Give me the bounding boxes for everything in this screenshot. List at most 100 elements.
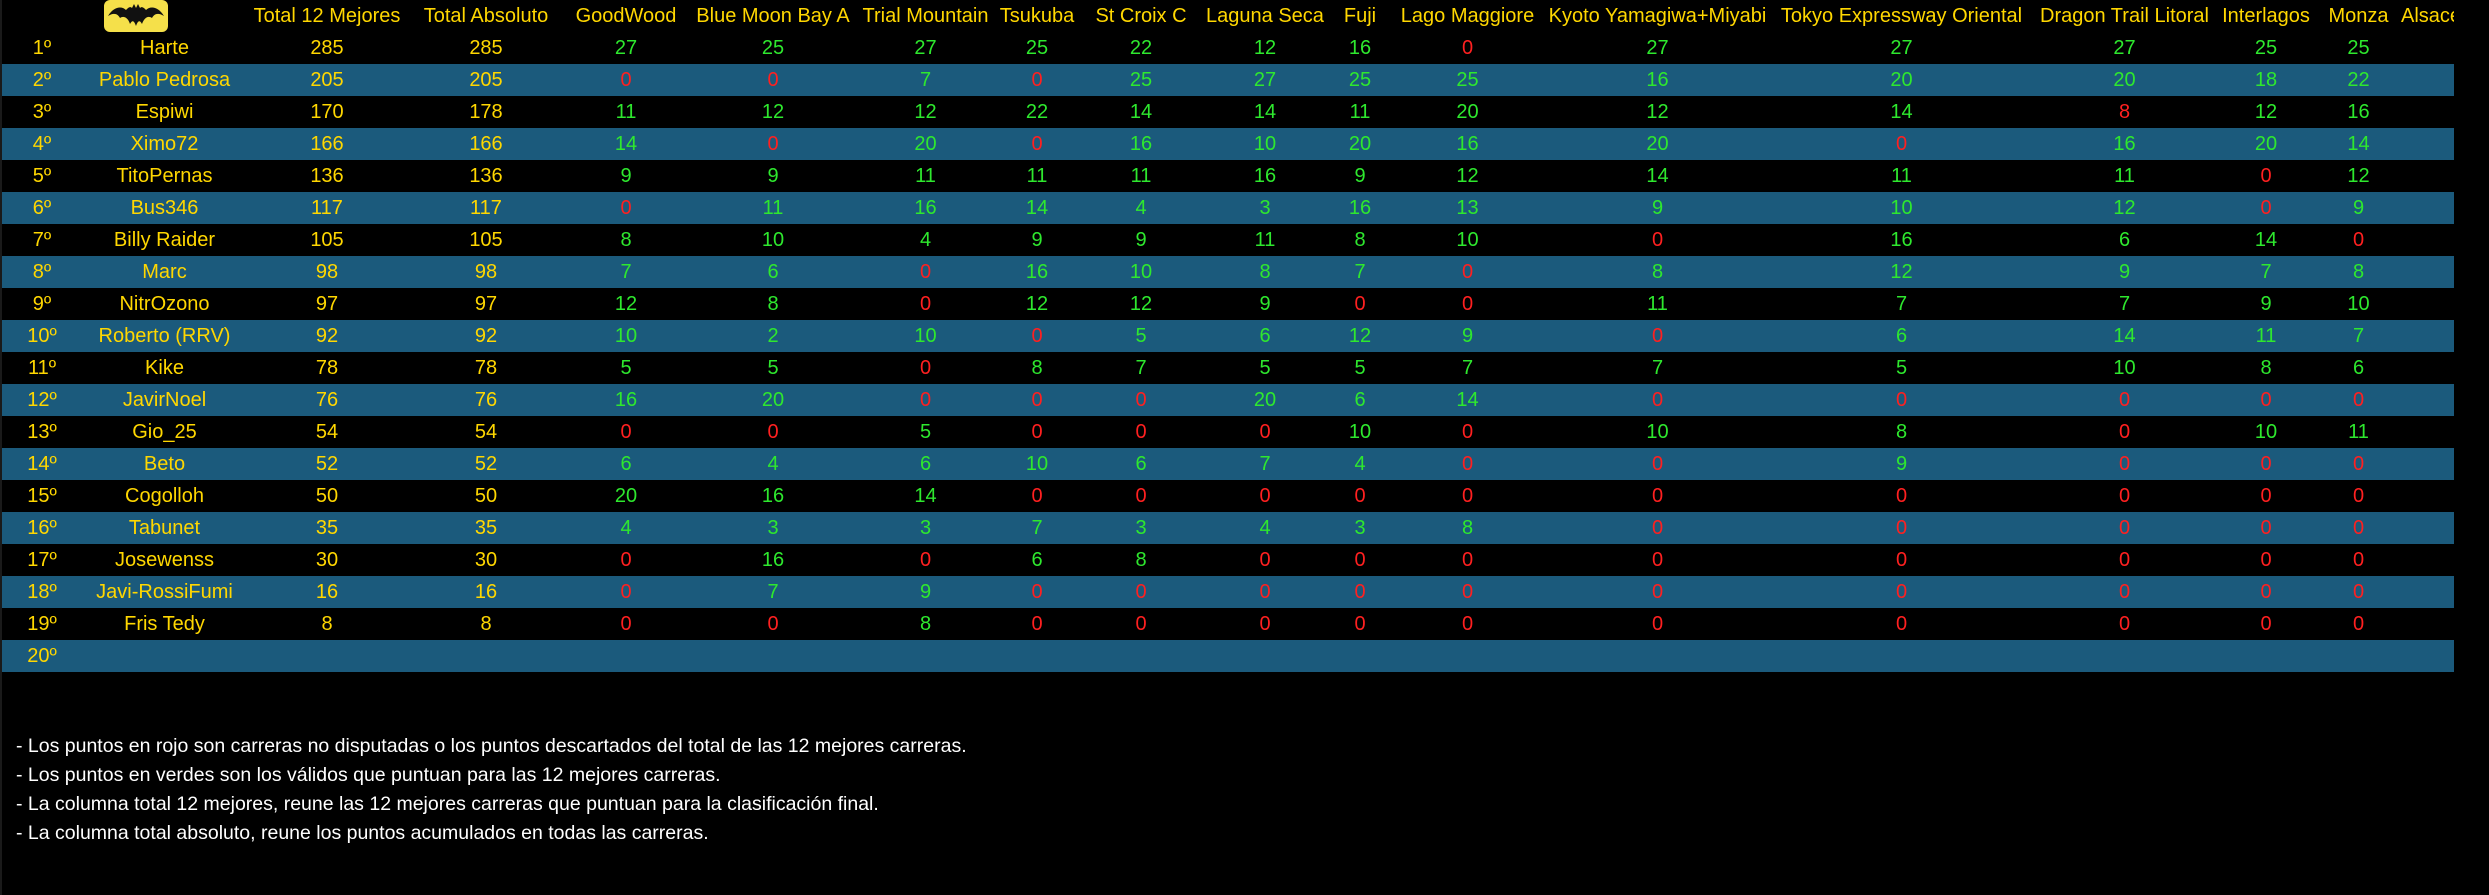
race-points-cell: 3 (919, 516, 932, 539)
race-points-cell: 0 (2260, 516, 2272, 539)
race-points-cell (2401, 512, 2454, 544)
race-points-cell: 14 (914, 484, 937, 507)
table-row: 17º Josewenss 30 30 0 16 0 6 8 0 0 0 0 0 0 0 0 (2, 544, 2454, 576)
total-absolute-cell: 285 (469, 36, 503, 59)
total-12-cell: 8 (321, 612, 333, 635)
total-absolute-cell: 105 (469, 228, 503, 251)
race-points-cell: 0 (620, 420, 632, 443)
race-points-cell: 0 (1135, 420, 1147, 443)
race-points-cell: 4 (1135, 196, 1147, 219)
race-points-cell: 10 (914, 324, 937, 347)
driver-name-cell: Billy Raider (113, 228, 216, 251)
race-points-cell: 4 (767, 452, 779, 475)
race-points-cell: 9 (1895, 452, 1908, 475)
position-cell: 11º (27, 356, 57, 379)
race-points-cell: 6 (1259, 324, 1271, 347)
race-points-cell (2401, 224, 2454, 256)
race-points-cell: 13 (1456, 196, 1479, 219)
table-row: 20º (2, 640, 2454, 672)
race-points-cell: 8 (1031, 356, 1043, 379)
race-points-cell: 12 (1348, 324, 1372, 347)
race-points-cell (2401, 320, 2454, 352)
race-points-cell: 12 (2113, 196, 2136, 219)
position-cell: 3º (32, 100, 52, 123)
race-points-cell: 11 (1647, 292, 1668, 315)
race-points-cell: 0 (767, 612, 779, 635)
race-points-cell (2401, 192, 2454, 224)
race-points-cell: 3 (767, 516, 779, 539)
race-points-cell: 10 (1129, 260, 1153, 283)
race-points-cell: 0 (919, 292, 932, 315)
race-points-cell: 0 (2118, 484, 2131, 507)
driver-name-cell: Espiwi (135, 100, 194, 123)
race-points-cell (2401, 544, 2454, 576)
race-points-cell: 5 (767, 356, 779, 379)
race-points-cell: 16 (1253, 164, 1277, 187)
race-points-cell: 8 (620, 228, 632, 251)
race-points-cell: 11 (1349, 100, 1371, 123)
race-points-cell: 0 (1461, 452, 1474, 475)
race-points-cell: 7 (1135, 356, 1147, 379)
race-points-cell: 0 (1354, 612, 1366, 635)
race-points-cell: 0 (1651, 484, 1664, 507)
race-points-cell: 0 (2260, 164, 2272, 187)
position-cell: 9º (32, 292, 52, 315)
race-points-cell: 12 (1253, 36, 1277, 59)
position-cell: 15º (27, 484, 57, 507)
race-points-cell: 20 (1890, 68, 1913, 91)
table-row: 1º Harte 285 285 27 25 27 25 22 12 16 0 27 27 27 25 25 (2, 32, 2454, 64)
total-12-cell: 52 (315, 452, 339, 475)
race-points-cell: 5 (1354, 356, 1366, 379)
race-points-cell: 0 (2352, 580, 2365, 603)
race-points-cell: 16 (1348, 36, 1372, 59)
column-header: Interlagos (2216, 0, 2316, 32)
race-points-cell (2401, 32, 2454, 64)
race-points-cell: 0 (620, 196, 632, 219)
column-header: Dragon Trail Litoral (2033, 0, 2216, 32)
race-points-cell: 8 (919, 612, 932, 635)
total-absolute-cell: 178 (469, 100, 503, 123)
position-cell: 13º (27, 420, 57, 443)
race-points-cell: 0 (1354, 292, 1366, 315)
total-12-cell: 285 (310, 36, 344, 59)
race-points-cell: 11 (2348, 420, 2369, 443)
race-points-cell: 11 (915, 164, 936, 187)
race-points-cell: 10 (1456, 228, 1479, 251)
standings-table: Total 12 Mejores Total Absoluto GoodWood Bl… (2, 0, 2454, 672)
total-12-cell: 76 (315, 388, 339, 411)
race-points-cell: 3 (1354, 516, 1366, 539)
race-points-cell: 12 (1456, 164, 1479, 187)
race-points-cell: 5 (1135, 324, 1147, 347)
race-points-cell: 0 (2260, 580, 2272, 603)
race-points-cell: 12 (1646, 100, 1669, 123)
race-points-cell (2401, 64, 2454, 96)
race-points-cell: 0 (1135, 484, 1147, 507)
position-cell: 5º (32, 164, 52, 187)
race-points-cell: 18 (2254, 68, 2278, 91)
race-points-cell: 0 (2260, 548, 2272, 571)
driver-name-cell: Roberto (RRV) (98, 324, 231, 347)
column-header: Monza (2316, 0, 2401, 32)
position-cell: 19º (27, 612, 57, 635)
table-row: 7º Billy Raider 105 105 8 10 4 9 9 11 8 10 0 16 6 14 0 (2, 224, 2454, 256)
total-absolute-cell: 117 (470, 196, 502, 219)
race-points-cell: 4 (1259, 516, 1271, 539)
driver-name-cell: Gio_25 (132, 420, 197, 443)
total-12-cell: 50 (315, 484, 339, 507)
race-points-cell (2401, 128, 2454, 160)
race-points-cell (687, 640, 859, 672)
race-points-cell: 11 (1130, 164, 1152, 187)
race-points-cell: 6 (2352, 356, 2365, 379)
race-points-cell: 5 (1259, 356, 1271, 379)
race-points-cell: 25 (1456, 68, 1479, 91)
column-header: Fuji (1330, 0, 1390, 32)
race-points-cell: 12 (1129, 292, 1153, 315)
column-header: Laguna Seca (1200, 0, 1330, 32)
position-cell: 2º (32, 68, 52, 91)
race-points-cell: 0 (1259, 420, 1271, 443)
race-points-cell: 9 (919, 580, 932, 603)
race-points-cell: 8 (1135, 548, 1147, 571)
race-points-cell: 14 (2347, 132, 2370, 155)
position-cell: 8º (32, 260, 52, 283)
